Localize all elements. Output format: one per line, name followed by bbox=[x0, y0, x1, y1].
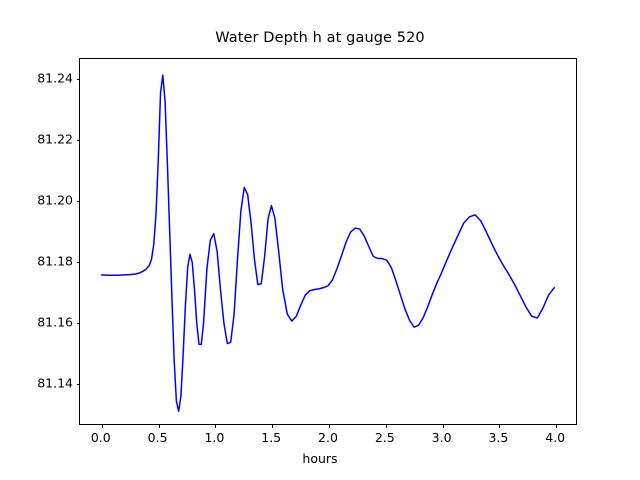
plot-area bbox=[76, 58, 577, 428]
x-tick-mark bbox=[215, 424, 217, 428]
y-tick-label: 81.14 bbox=[37, 375, 73, 391]
x-tick-mark bbox=[556, 424, 558, 428]
y-tick-mark bbox=[76, 139, 80, 141]
x-tick-mark bbox=[101, 424, 103, 428]
chart-title: Water Depth h at gauge 520 bbox=[215, 30, 425, 46]
x-tick-label: 1.5 bbox=[261, 430, 282, 445]
data-line-h bbox=[100, 74, 556, 412]
x-tick-label: 2.0 bbox=[318, 430, 338, 445]
x-tick-mark bbox=[385, 424, 387, 428]
line-series-svg bbox=[100, 74, 556, 412]
x-tick-label: 3.0 bbox=[431, 430, 452, 445]
x-tick-mark bbox=[499, 424, 501, 428]
y-tick-label: 81.16 bbox=[37, 314, 73, 330]
y-tick-label: 81.20 bbox=[37, 192, 73, 208]
x-tick-mark bbox=[158, 424, 160, 428]
x-tick-label: 0.5 bbox=[147, 430, 168, 445]
y-tick-label: 81.18 bbox=[37, 253, 73, 269]
y-tick-mark bbox=[76, 262, 80, 264]
x-tick-mark bbox=[272, 424, 274, 428]
x-tick-label: 4.0 bbox=[545, 430, 566, 445]
x-tick-label: 2.5 bbox=[374, 430, 395, 445]
y-tick-label: 81.24 bbox=[37, 70, 73, 86]
y-tick-mark bbox=[76, 200, 80, 202]
x-axis-label: hours bbox=[302, 451, 338, 466]
x-tick-mark bbox=[329, 424, 330, 428]
y-tick-mark bbox=[76, 384, 80, 386]
x-tick-mark bbox=[442, 424, 444, 428]
y-axis-tick-labels: 81.14 81.16 81.18 81.20 81.22 81.24 bbox=[0, 0, 73, 480]
x-tick-label: 1.0 bbox=[204, 430, 225, 445]
x-tick-label: 0.0 bbox=[90, 430, 111, 445]
y-tick-mark bbox=[76, 78, 80, 80]
y-tick-mark bbox=[76, 323, 80, 325]
x-tick-label: 3.5 bbox=[488, 430, 509, 445]
y-tick-label: 81.22 bbox=[37, 131, 73, 147]
